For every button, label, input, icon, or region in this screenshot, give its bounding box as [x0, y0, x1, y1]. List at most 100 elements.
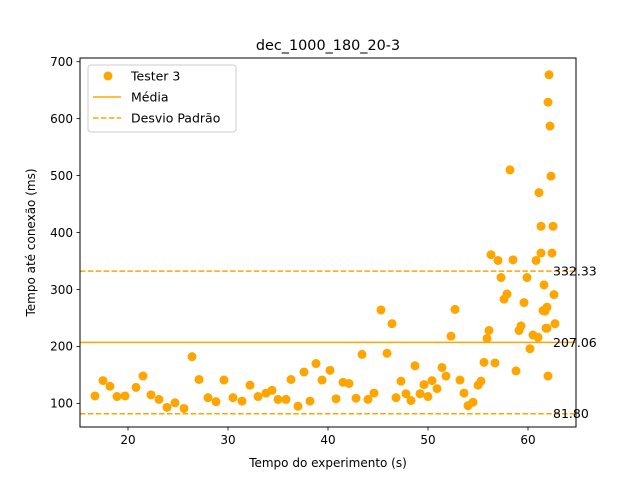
- data-point: [476, 376, 486, 386]
- legend-box: [87, 64, 237, 133]
- data-point: [98, 376, 108, 386]
- data-point: [548, 221, 558, 231]
- data-point: [228, 393, 238, 403]
- data-point: [546, 171, 556, 181]
- data-point: [112, 392, 122, 402]
- data-point: [90, 391, 100, 401]
- legend-marker-tester: [103, 71, 113, 81]
- data-point: [459, 388, 469, 398]
- x-axis-label: Tempo do experimento (s): [248, 456, 407, 470]
- data-point: [267, 385, 277, 395]
- x-tick-label: 60: [520, 433, 535, 447]
- data-point: [423, 392, 433, 402]
- data-point: [415, 389, 425, 399]
- data-point: [351, 393, 361, 403]
- data-point: [344, 378, 354, 388]
- data-point: [286, 374, 296, 384]
- data-point: [544, 70, 554, 80]
- y-axis-label: Tempo até conexão (ms): [24, 168, 38, 317]
- data-point: [450, 304, 460, 314]
- data-point: [363, 394, 373, 404]
- data-point: [427, 376, 437, 386]
- data-point: [511, 366, 521, 376]
- data-point: [490, 358, 500, 368]
- data-point: [105, 381, 115, 391]
- data-point: [203, 393, 213, 403]
- data-point: [522, 273, 532, 283]
- data-point: [484, 325, 494, 335]
- data-point: [410, 361, 420, 371]
- x-tick-label: 40: [320, 433, 335, 447]
- data-point: [482, 333, 492, 343]
- data-point: [543, 371, 553, 381]
- y-tick-label: 300: [50, 283, 73, 297]
- x-tick-label: 50: [420, 433, 435, 447]
- y-axis-ticks: 100 200 300 400 500 600 700: [50, 55, 80, 411]
- data-point: [382, 348, 392, 358]
- data-point: [508, 255, 518, 265]
- data-point: [539, 280, 549, 290]
- data-point: [496, 273, 506, 283]
- data-point: [479, 357, 489, 367]
- data-point: [299, 367, 309, 377]
- data-point: [533, 332, 543, 342]
- data-point: [502, 289, 512, 299]
- data-point: [273, 394, 283, 404]
- data-point: [391, 393, 401, 403]
- x-tick-label: 20: [120, 433, 135, 447]
- data-point: [187, 352, 197, 362]
- y-tick-label: 400: [50, 226, 73, 240]
- x-tick-label: 30: [220, 433, 235, 447]
- data-point: [376, 305, 386, 315]
- data-point: [237, 396, 247, 406]
- data-point: [138, 371, 148, 381]
- data-point: [154, 394, 164, 404]
- data-point: [542, 302, 552, 312]
- data-point: [357, 349, 367, 359]
- data-point: [131, 382, 141, 392]
- data-point: [437, 362, 447, 372]
- chart-marks: [80, 70, 576, 415]
- data-point: [455, 375, 465, 385]
- data-point: [120, 391, 130, 401]
- data-point: [441, 371, 451, 381]
- y-tick-label: 600: [50, 112, 73, 126]
- data-point: [545, 121, 555, 131]
- data-point: [486, 250, 496, 260]
- data-point: [219, 375, 229, 385]
- data-point: [493, 255, 503, 265]
- data-point: [387, 319, 397, 329]
- data-point: [331, 394, 341, 404]
- data-point: [525, 344, 535, 354]
- data-point: [531, 255, 541, 265]
- data-point: [305, 396, 315, 406]
- data-point: [549, 290, 559, 300]
- data-point: [170, 398, 180, 408]
- data-point: [253, 392, 263, 402]
- std-lower-label: 81.80: [553, 406, 589, 421]
- data-point: [245, 380, 255, 390]
- data-point: [505, 165, 515, 175]
- legend-label-tester: Tester 3: [130, 69, 180, 84]
- data-point: [536, 248, 546, 258]
- data-point: [406, 396, 416, 406]
- data-point: [369, 388, 379, 398]
- data-point: [281, 394, 291, 404]
- data-point: [468, 397, 478, 407]
- data-point: [401, 389, 411, 399]
- chart-title: dec_1000_180_20-3: [256, 38, 400, 54]
- legend: Tester 3 Média Desvio Padrão: [87, 64, 237, 133]
- data-point: [179, 403, 189, 413]
- data-point: [146, 390, 156, 400]
- y-tick-label: 200: [50, 340, 73, 354]
- data-point: [396, 376, 406, 386]
- legend-label-mean: Média: [131, 90, 169, 105]
- data-point: [543, 97, 553, 107]
- mean-label: 207.06: [553, 335, 597, 350]
- data-point: [325, 365, 335, 375]
- y-tick-label: 500: [50, 169, 73, 183]
- data-point: [534, 188, 544, 198]
- data-point: [536, 221, 546, 231]
- data-point: [516, 321, 526, 331]
- data-point: [311, 359, 321, 369]
